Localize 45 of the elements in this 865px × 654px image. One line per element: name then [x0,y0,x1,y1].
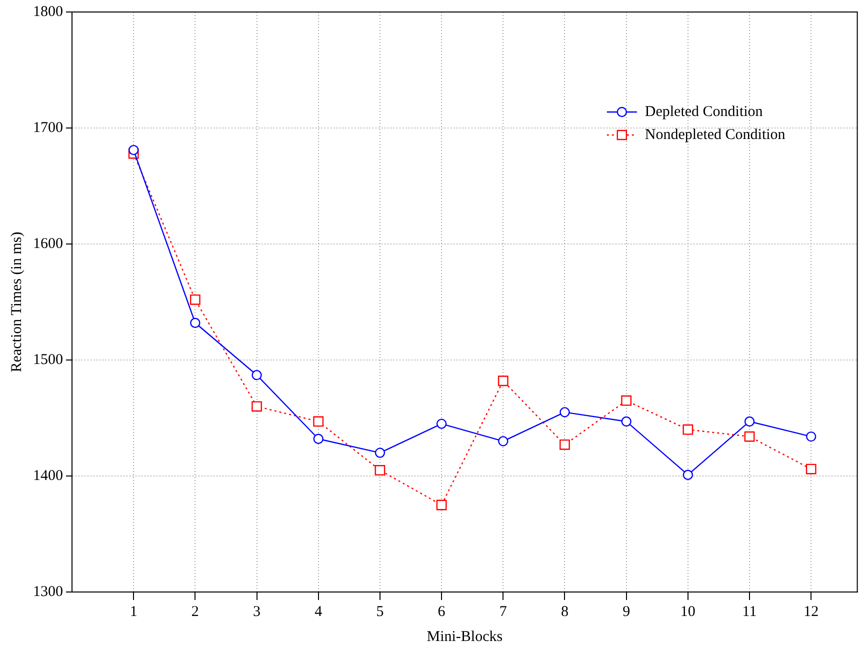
point [190,318,200,328]
x-tick-label: 7 [499,604,508,620]
x-tick-label: 2 [191,604,199,620]
point [560,439,570,450]
point [128,144,139,156]
point [744,416,755,427]
point [190,294,200,305]
y-tick-label: 1800 [33,4,63,20]
point [252,370,262,380]
legend-label: Depleted Condition [644,104,764,120]
point [374,465,386,476]
y-tick-label: 1400 [33,468,63,484]
y-tick-label: 1300 [33,584,63,600]
x-tick-label: 4 [314,604,323,620]
point [436,418,447,429]
point [744,431,755,442]
x-tick-label: 9 [622,604,630,620]
x-tick-label: 3 [253,604,261,620]
legend-label: Nondepleted Condition [644,126,786,143]
point [374,448,386,458]
x-tick-label: 12 [804,604,819,620]
point [498,376,508,386]
y-axis-title: Reaction Times (in ms) [8,232,25,372]
x-tick-label: 10 [680,604,696,620]
y-tick-label: 1600 [33,236,63,252]
y-tick-label: 1700 [33,120,63,136]
x-axis-title: Mini-Blocks [426,628,503,645]
y-tick-label: 1500 [33,352,63,368]
x-tick-label: 5 [376,604,384,620]
x-tick-label: 6 [438,604,446,620]
point [560,407,570,418]
point [498,436,508,446]
point [682,470,694,480]
x-tick-label: 8 [560,604,568,620]
point [436,500,447,510]
point [313,434,324,444]
point [682,424,694,435]
point [621,395,632,406]
point [806,464,816,474]
point [806,431,816,442]
point [252,401,262,412]
point [621,416,632,427]
x-tick-label: 11 [742,604,757,620]
point [313,416,324,427]
x-tick-label: 1 [130,604,138,620]
